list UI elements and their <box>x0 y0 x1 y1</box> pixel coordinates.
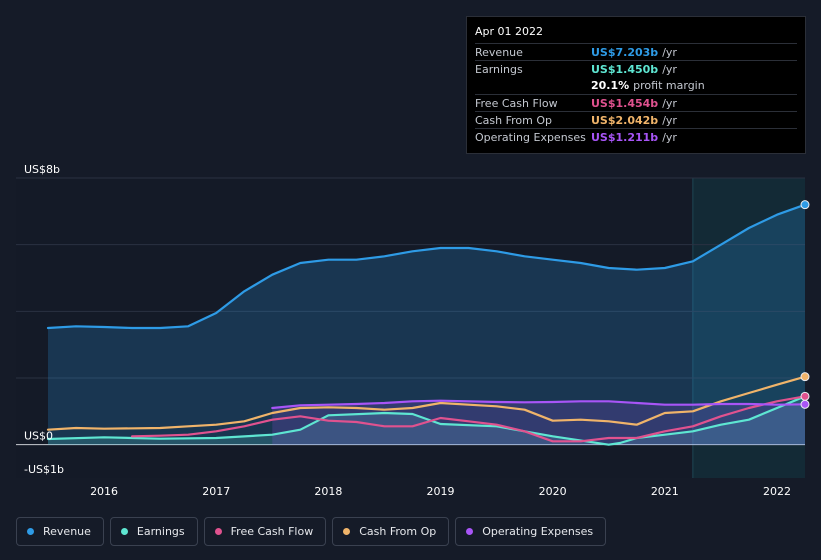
x-tick-label: 2016 <box>90 485 118 498</box>
y-tick-label: -US$1b <box>24 463 64 476</box>
series-line <box>271 399 807 410</box>
x-tick-label: 2020 <box>539 485 567 498</box>
x-tick-label: 2022 <box>763 485 791 498</box>
tooltip-row-unit: /yr <box>662 113 677 127</box>
legend-label: Operating Expenses <box>482 525 594 538</box>
tooltip-date: Apr 01 2022 <box>475 25 544 38</box>
tooltip-row: Cash From Op US$2.042b/yr <box>475 111 797 128</box>
legend-dot-icon <box>466 528 474 535</box>
series-end-point <box>800 391 810 401</box>
tooltip-row-label: Cash From Op <box>475 113 553 127</box>
tooltip-row-label: Earnings <box>475 62 523 76</box>
tooltip-row: Revenue US$7.203b/yr <box>475 43 797 60</box>
series-line <box>46 375 807 431</box>
tooltip-row-value: US$7.203b <box>591 45 659 59</box>
y-tick-label: US$0 <box>24 430 53 443</box>
x-tick-label: 2017 <box>202 485 230 498</box>
legend-label: Revenue <box>43 525 91 538</box>
tooltip-row-unit: /yr <box>662 62 677 76</box>
legend: Revenue Earnings Free Cash Flow Cash From O… <box>16 517 607 546</box>
tooltip-row-value: US$1.450b <box>591 62 659 76</box>
tooltip-row-unit: /yr <box>662 130 677 144</box>
legend-label: Free Cash Flow <box>230 525 314 538</box>
legend-label: Cash From Op <box>359 525 437 538</box>
series-line <box>131 395 807 443</box>
series-end-point <box>800 200 810 210</box>
tooltip-row: Free Cash Flow US$1.454b/yr <box>475 94 797 111</box>
tooltip-row-unit: profit margin <box>633 79 705 92</box>
x-tick-label: 2021 <box>651 485 679 498</box>
legend-dot-icon <box>120 528 128 535</box>
tooltip-row-value: 20.1% <box>591 79 630 92</box>
y-tick-label: US$8b <box>24 163 60 176</box>
x-tick-label: 2019 <box>427 485 455 498</box>
x-tick-label: 2018 <box>314 485 342 498</box>
legend-item[interactable]: Earnings <box>109 517 198 546</box>
series-line <box>46 395 807 446</box>
legend-dot-icon <box>214 528 222 535</box>
legend-item[interactable]: Revenue <box>16 517 104 546</box>
series-area <box>48 204 805 445</box>
series-area <box>48 396 805 445</box>
series-end-point <box>800 399 810 409</box>
legend-label: Earnings <box>136 525 185 538</box>
tooltip-row: Earnings US$1.450b/yr <box>475 60 797 77</box>
tooltip-row-label: Revenue <box>475 45 523 59</box>
legend-item[interactable]: Cash From Op <box>332 517 450 546</box>
tooltip-row: 20.1% profit margin <box>475 77 797 94</box>
tooltip-row-value: US$1.211b <box>591 130 659 144</box>
tooltip-row-unit: /yr <box>662 96 677 110</box>
tooltip-row-label: Operating Expenses <box>475 130 586 144</box>
tooltip: Apr 01 2022 Revenue US$7.203b/yr Earnings U… <box>466 16 806 154</box>
tooltip-row: Operating Expenses US$1.211b/yr <box>475 128 797 145</box>
series-line <box>46 203 807 330</box>
legend-dot-icon <box>27 528 34 535</box>
tooltip-row-label: Free Cash Flow <box>475 96 558 110</box>
legend-item[interactable]: Free Cash Flow <box>203 517 327 546</box>
series-end-point <box>800 372 810 382</box>
tooltip-row-value: US$1.454b <box>591 96 659 110</box>
tooltip-row-value: US$2.042b <box>591 113 659 127</box>
legend-item[interactable]: Operating Expenses <box>455 517 607 546</box>
legend-dot-icon <box>343 528 351 535</box>
tooltip-row-unit: /yr <box>662 45 677 59</box>
